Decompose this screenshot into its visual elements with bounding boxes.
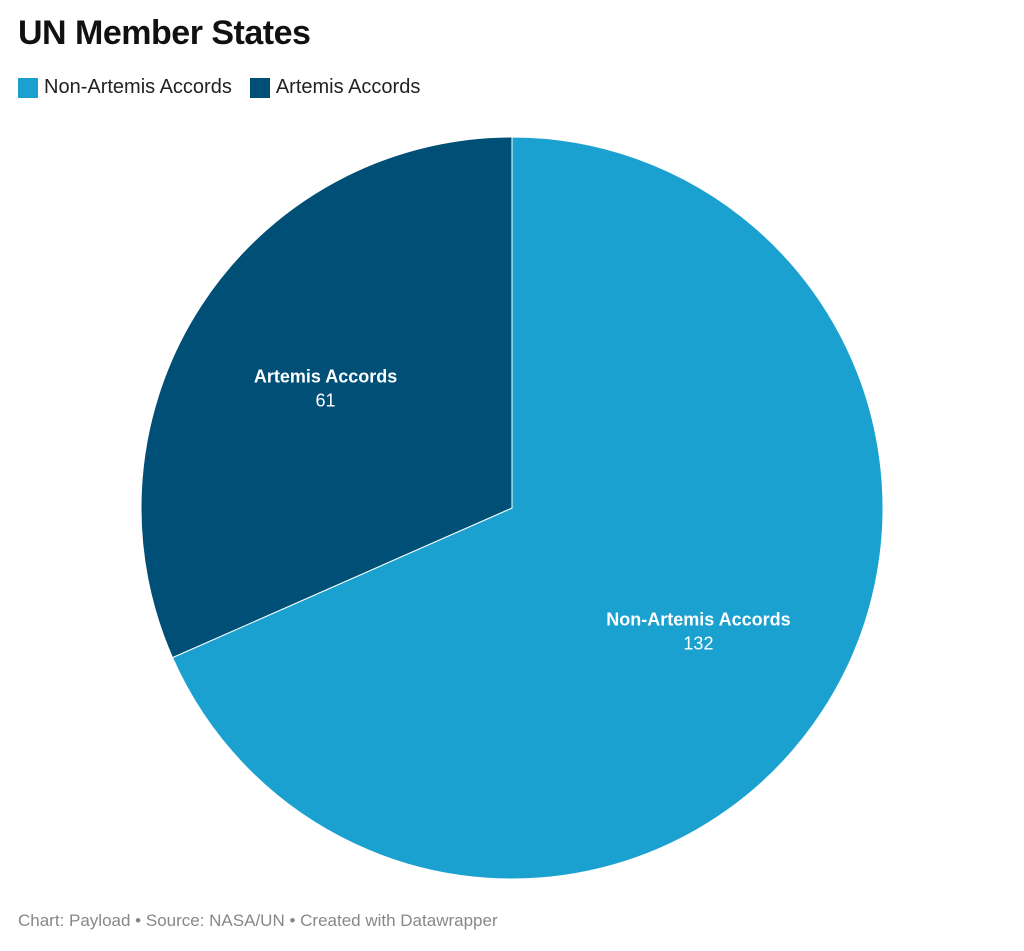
slice-value-artemis: 61 [316, 390, 336, 410]
legend-label-artemis: Artemis Accords [275, 76, 421, 98]
slice-label-artemis: Artemis Accords [254, 366, 397, 386]
legend-item-non-artemis: Non-Artemis Accords [18, 76, 232, 99]
legend-swatch-artemis [249, 77, 270, 98]
chart-footer: Chart: Payload • Source: NASA/UN • Creat… [18, 911, 498, 930]
pie-slice-artemis [140, 136, 513, 659]
legend-swatch-non-artemis [18, 77, 38, 98]
slice-value-non-artemis: 132 [683, 634, 713, 654]
legend: Non-Artemis Accords Artemis Accords [18, 76, 420, 99]
legend-label-non-artemis: Non-Artemis Accords [44, 76, 232, 98]
slice-label-non-artemis: Non-Artemis Accords [606, 610, 790, 630]
pie-chart-container: Non-Artemis Accords 132 Artemis Accords 61 [0, 120, 1024, 900]
chart-title: UN Member States [18, 14, 311, 52]
pie-slice-non-artemis [171, 136, 884, 880]
legend-item-artemis: Artemis Accords [249, 76, 421, 99]
pie-chart: Non-Artemis Accords 132 Artemis Accords 61 [140, 136, 884, 880]
